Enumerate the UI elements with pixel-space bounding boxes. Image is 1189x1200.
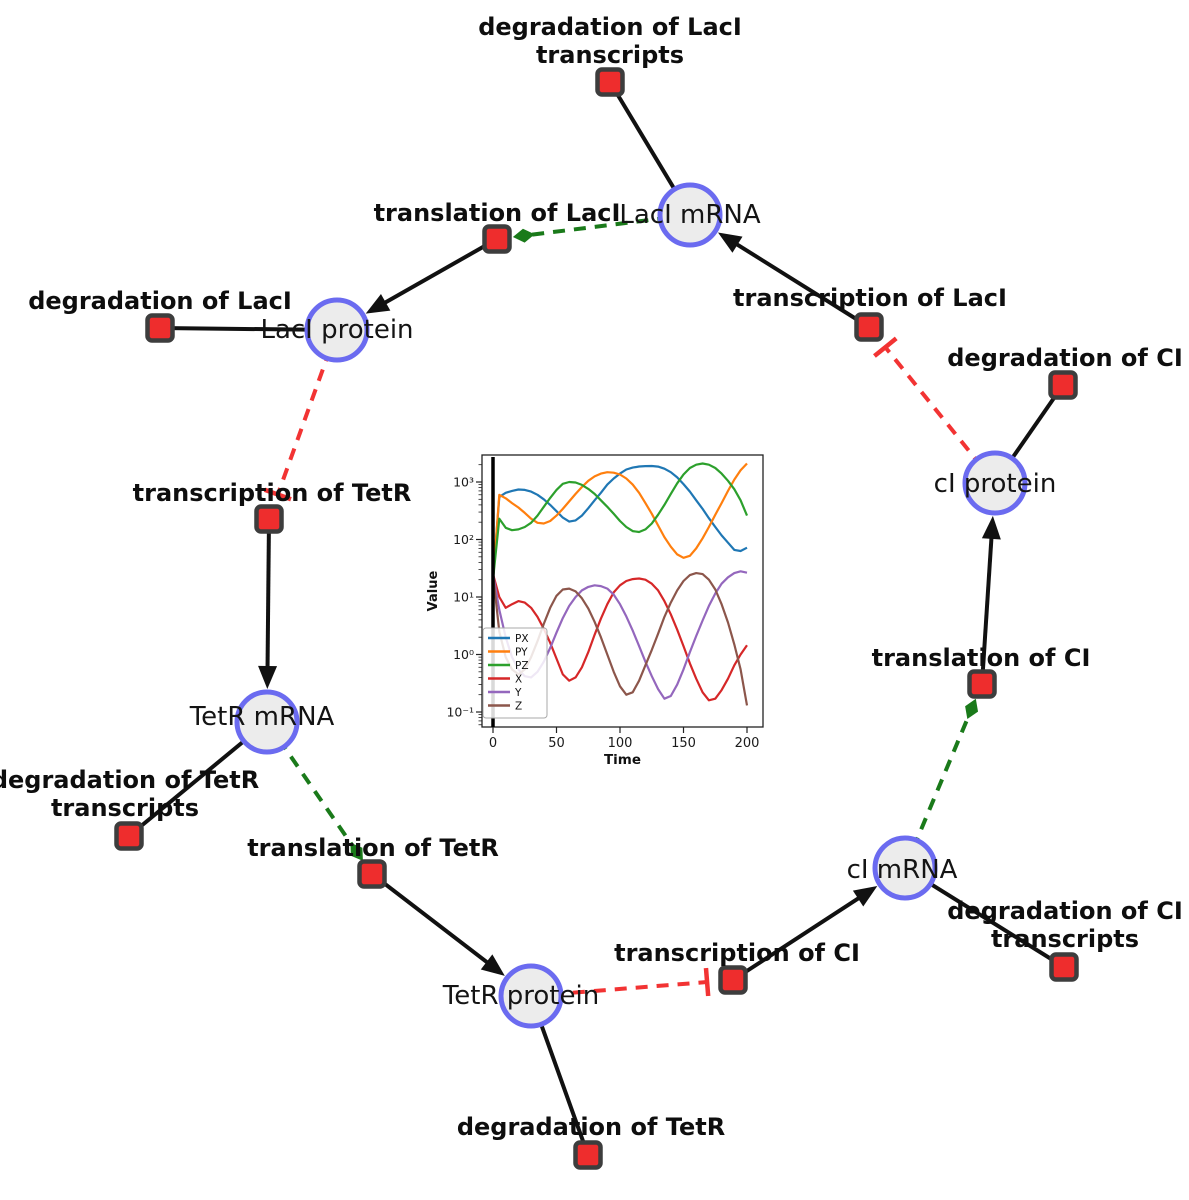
x-axis-label: Time	[604, 752, 641, 765]
reaction-label-degradation-laci-transcripts: degradation of LacI transcripts	[478, 13, 742, 69]
reaction-label-degradation-tetr-transcripts: degradation of TetR transcripts	[0, 766, 260, 822]
species-label-ci-protein: cI protein	[933, 469, 1057, 499]
species-label-laci-protein: LacI protein	[260, 315, 414, 345]
reaction-node-deg-tetr-tr	[114, 821, 144, 851]
edge-tl-laci-laci-protein	[365, 237, 498, 314]
species-node-ci-mrna	[872, 835, 938, 901]
edge-tl-tetr-tetr-protein	[370, 872, 505, 976]
reaction-node-tc-ci	[718, 965, 748, 995]
reaction-node-tl-ci	[967, 669, 997, 699]
legend-label-py: PY	[515, 646, 528, 658]
reaction-node-deg-laci	[145, 313, 175, 343]
x-tick-label: 0	[489, 736, 497, 751]
x-tick-label: 100	[608, 736, 633, 751]
y-tick-label: 10⁰	[453, 647, 474, 662]
species-node-laci-protein	[304, 297, 370, 363]
reaction-label-degradation-laci: degradation of LacI	[28, 287, 292, 315]
reaction-label-degradation-ci-transcripts: degradation of CI transcripts	[947, 897, 1183, 953]
reaction-node-deg-ci-tr	[1049, 952, 1079, 982]
species-label-tetr-protein: TetR protein	[442, 981, 600, 1011]
species-label-laci-mrna: LacI mRNA	[619, 200, 761, 230]
reaction-node-tl-laci	[482, 224, 512, 254]
reaction-label-transcription-tetr: transcription of TetR	[132, 479, 412, 507]
x-tick-label: 50	[548, 736, 565, 751]
species-node-ci-protein	[962, 450, 1028, 516]
legend-label-pz: PZ	[515, 660, 529, 672]
reaction-node-tl-tetr	[357, 859, 387, 889]
reaction-label-translation-ci: translation of CI	[871, 644, 1091, 672]
species-label-ci-mrna: cI mRNA	[846, 855, 958, 885]
species-node-laci-mrna	[657, 182, 723, 248]
legend-label-x: X	[515, 673, 522, 685]
series-pz	[491, 462, 749, 580]
y-tick-label: 10²	[453, 532, 474, 547]
concentration-plot: 10⁻¹ 10⁰ 10¹ 10² 10³ 0 50 100 150 200 Time Value PX P…	[425, 435, 775, 765]
series-x	[491, 573, 748, 702]
y-tick-label: 10¹	[453, 590, 474, 605]
reaction-node-deg-ci	[1048, 370, 1078, 400]
edge-tc-laci-laci-mrna	[717, 232, 871, 329]
plot-axes: 10⁻¹ 10⁰ 10¹ 10² 10³ 0 50 100 150 200 Time Value	[426, 454, 764, 765]
species-node-tetr-mrna	[234, 689, 300, 755]
reaction-label-translation-tetr: translation of TetR	[247, 834, 499, 862]
legend-label-z: Z	[515, 700, 522, 712]
reaction-label-transcription-ci: transcription of CI	[614, 939, 860, 967]
legend-label-y: Y	[514, 687, 522, 699]
species-label-tetr-mrna: TetR mRNA	[189, 702, 335, 732]
reaction-label-translation-laci: translation of LacI	[373, 199, 621, 227]
x-tick-label: 200	[735, 736, 760, 751]
reaction-node-tc-tetr	[254, 504, 284, 534]
reaction-node-deg-laci-tr	[595, 67, 625, 97]
legend-label-px: PX	[515, 633, 529, 645]
reaction-label-degradation-tetr: degradation of TetR	[456, 1113, 726, 1141]
edge-tc-tetr-tetr-mrna	[258, 518, 278, 690]
reaction-node-tc-laci	[854, 312, 884, 342]
x-tick-label: 150	[671, 736, 696, 751]
reaction-label-transcription-laci: transcription of LacI	[733, 284, 1007, 312]
y-tick-label: 10³	[453, 475, 474, 490]
reaction-node-deg-tetr	[573, 1140, 603, 1170]
edge-tl-ci-ci-protein	[980, 515, 1001, 685]
series-py	[491, 462, 748, 580]
species-node-tetr-protein	[498, 963, 564, 1029]
edge-tc-ci-ci-mrna	[731, 886, 878, 982]
y-tick-label: 10⁻¹	[446, 705, 474, 720]
y-axis-label: Value	[426, 570, 441, 611]
reaction-label-degradation-ci: degradation of CI	[947, 344, 1183, 372]
